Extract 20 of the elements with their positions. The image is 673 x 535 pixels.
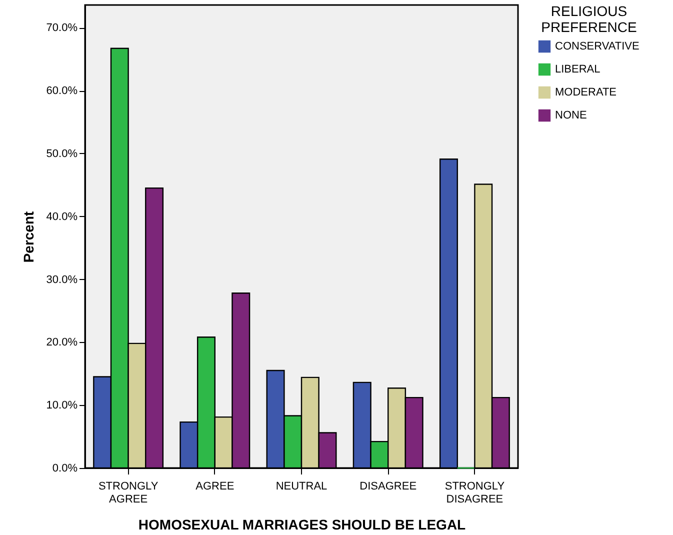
y-tick-label: 10.0% <box>46 400 78 412</box>
legend-title: RELIGIOUS PREFERENCE <box>541 3 637 35</box>
legend-label: LIBERAL <box>555 64 600 76</box>
y-tick-label: 30.0% <box>46 274 78 286</box>
x-tick-label: DISAGREE <box>360 480 417 492</box>
y-tick-label: 70.0% <box>46 22 78 34</box>
x-axis-title: HOMOSEXUAL MARRIAGES SHOULD BE LEGAL <box>138 516 466 532</box>
y-tick-label: 20.0% <box>46 336 78 349</box>
y-tick-label: 0.0% <box>52 462 78 474</box>
x-tick-label: AGREE <box>196 480 234 492</box>
y-tick-label: 50.0% <box>46 148 78 160</box>
legend-label: CONSERVATIVE <box>555 40 640 52</box>
legend-label: MODERATE <box>555 86 617 98</box>
x-tick-label: STRONGLY AGREE <box>98 480 159 506</box>
legend-label: NONE <box>555 110 587 122</box>
x-tick-label: NEUTRAL <box>276 480 328 492</box>
y-tick-label: 40.0% <box>46 210 78 223</box>
x-tick-label: STRONGLY DISAGREE <box>444 480 506 506</box>
y-axis-title: Percent <box>20 210 36 263</box>
y-tick-label: 60.0% <box>46 85 78 98</box>
